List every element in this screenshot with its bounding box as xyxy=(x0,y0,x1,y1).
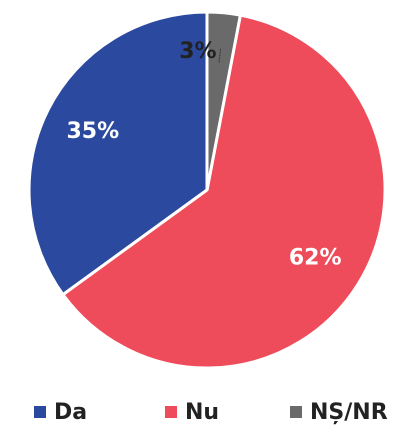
legend-label: Da xyxy=(54,400,87,425)
data-label: 35% xyxy=(66,119,119,144)
legend-label: NȘ/NR xyxy=(310,400,388,425)
legend-swatch xyxy=(34,406,46,418)
legend-label: Nu xyxy=(185,400,219,425)
data-label: 3% xyxy=(179,39,216,64)
pie-slice xyxy=(27,10,209,297)
leader-line xyxy=(218,48,222,63)
data-label: 62% xyxy=(289,246,342,271)
pie-slice xyxy=(205,10,243,191)
legend-swatch xyxy=(165,406,177,418)
pie-slice xyxy=(60,13,387,370)
legend-swatch xyxy=(290,406,302,418)
